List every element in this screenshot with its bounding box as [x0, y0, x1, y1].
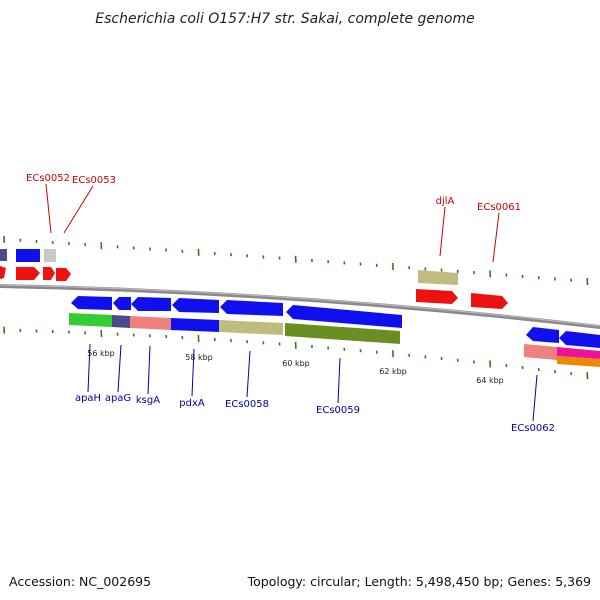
leader-line	[492, 212, 500, 263]
gene-label-ECs0058: ECs0058	[225, 399, 269, 410]
gene-label-ECs0062: ECs0062	[511, 423, 555, 434]
leader-line	[246, 350, 251, 398]
gene-label-ECs0059: ECs0059	[316, 405, 360, 416]
genome-backbone-highlight	[0, 284, 600, 327]
gene-arrow-ksgA	[131, 297, 171, 311]
leader-line	[87, 343, 91, 393]
bottom-gene-labels: apaH apaG ksgA pdxA ECs0058 ECs0059 ECs0…	[75, 343, 555, 434]
feature-grey-block	[44, 249, 56, 262]
feature-red-djlA-arrow	[416, 289, 458, 304]
top-gene-labels: ECs0052 ECs0053 djlA ECs0061	[26, 173, 521, 263]
gene-arrow-ECs0058	[220, 300, 283, 316]
inner-tick-ring	[3, 326, 589, 380]
scale-label: 64 kbp	[476, 376, 504, 385]
scale-labels: 56 kbp 58 kbp 60 kbp 62 kbp 64 kbp	[87, 349, 504, 385]
gene-arrow-next	[559, 331, 600, 348]
band-slate	[112, 315, 130, 328]
leader-line	[439, 206, 446, 257]
leader-line	[45, 183, 52, 234]
feature-red-arrow	[56, 268, 71, 281]
band-salmon-right	[524, 344, 557, 360]
band-olive	[285, 323, 400, 344]
gene-label-djlA: djlA	[436, 196, 455, 207]
gene-arrow-pdxA	[172, 298, 219, 313]
gene-arrow-apaH	[71, 296, 112, 310]
genome-backbone	[0, 284, 600, 329]
leader-line	[532, 374, 538, 422]
leader-line	[191, 348, 195, 397]
feature-red-arrow	[43, 267, 55, 280]
feature-red-arrow	[0, 266, 6, 279]
leader-line	[117, 344, 122, 393]
gene-label-apaG: apaG	[105, 393, 131, 404]
topology-text: Topology: circular; Length: 5,498,450 bp…	[247, 574, 591, 589]
scale-label: 58 kbp	[185, 353, 213, 362]
band-salmon	[130, 316, 171, 330]
gene-arrow-ECs0059	[286, 305, 402, 328]
gene-label-ECs0061: ECs0061	[477, 202, 521, 213]
features-right	[416, 270, 600, 367]
band-orange-right	[557, 356, 600, 367]
reverse-gene-arrows	[71, 296, 402, 328]
scale-label: 56 kbp	[87, 349, 115, 358]
gene-label-ECs0053: ECs0053	[72, 175, 116, 186]
feature-red-arrow	[16, 267, 40, 280]
feature-blue-block	[16, 249, 40, 262]
feature-khaki-djlA	[418, 270, 458, 285]
feature-red-ECs0061-arrow	[471, 293, 508, 309]
outer-tick-ring	[3, 235, 589, 286]
band-blue	[171, 318, 219, 332]
gene-label-ECs0052: ECs0052	[26, 173, 70, 184]
map-title: Escherichia coli O157:H7 str. Sakai, com…	[95, 11, 474, 27]
feature-slate-block	[0, 249, 7, 261]
category-band	[69, 313, 400, 344]
gene-label-apaH: apaH	[75, 393, 101, 404]
gene-arrow-apaG	[113, 297, 131, 310]
gene-arrow-ECs0062	[526, 327, 559, 343]
gene-label-pdxA: pdxA	[179, 398, 205, 409]
leader-line	[63, 185, 94, 234]
scale-label: 60 kbp	[282, 359, 310, 368]
accession-text: Accession: NC_002695	[9, 574, 151, 589]
gene-label-ksgA: ksgA	[136, 395, 160, 406]
leader-line	[147, 345, 151, 395]
forward-features-left	[0, 249, 71, 281]
scale-label: 62 kbp	[379, 367, 407, 376]
band-khaki	[219, 320, 283, 335]
band-magenta-right	[557, 347, 600, 359]
band-green	[69, 313, 112, 327]
leader-line	[337, 357, 341, 404]
